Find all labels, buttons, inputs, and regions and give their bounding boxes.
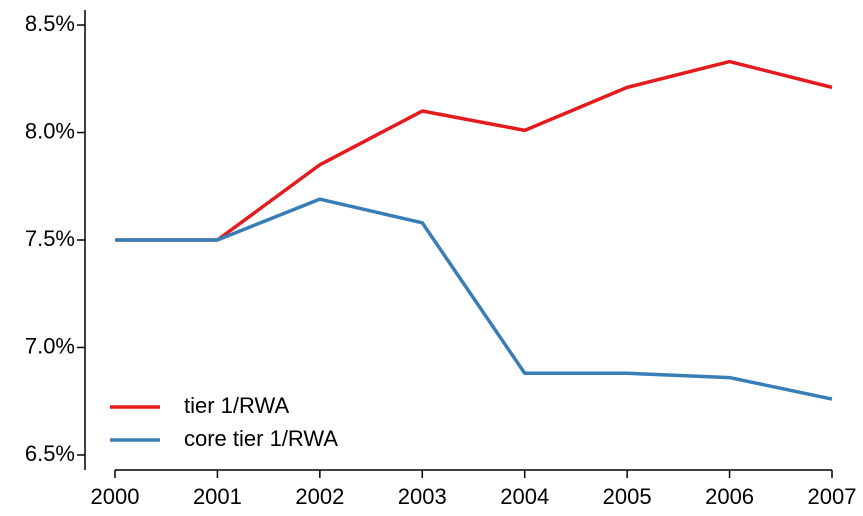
y-tick-label: 7.0%	[25, 333, 75, 358]
legend-label: core tier 1/RWA	[184, 426, 338, 451]
legend-label: tier 1/RWA	[184, 393, 289, 418]
x-tick-label: 2000	[91, 484, 140, 509]
x-tick-label: 2004	[500, 484, 549, 509]
x-tick-label: 2003	[398, 484, 447, 509]
y-tick-label: 7.5%	[25, 226, 75, 251]
x-tick-label: 2001	[193, 484, 242, 509]
series-line	[115, 197, 833, 401]
y-tick-label: 8.5%	[25, 11, 75, 36]
x-tick-label: 2007	[808, 484, 857, 509]
x-tick-label: 2002	[295, 484, 344, 509]
y-tick-label: 8.0%	[25, 118, 75, 143]
y-tick-label: 6.5%	[25, 441, 75, 466]
x-tick-label: 2006	[705, 484, 754, 509]
series-line	[115, 59, 833, 242]
x-tick-label: 2005	[603, 484, 652, 509]
